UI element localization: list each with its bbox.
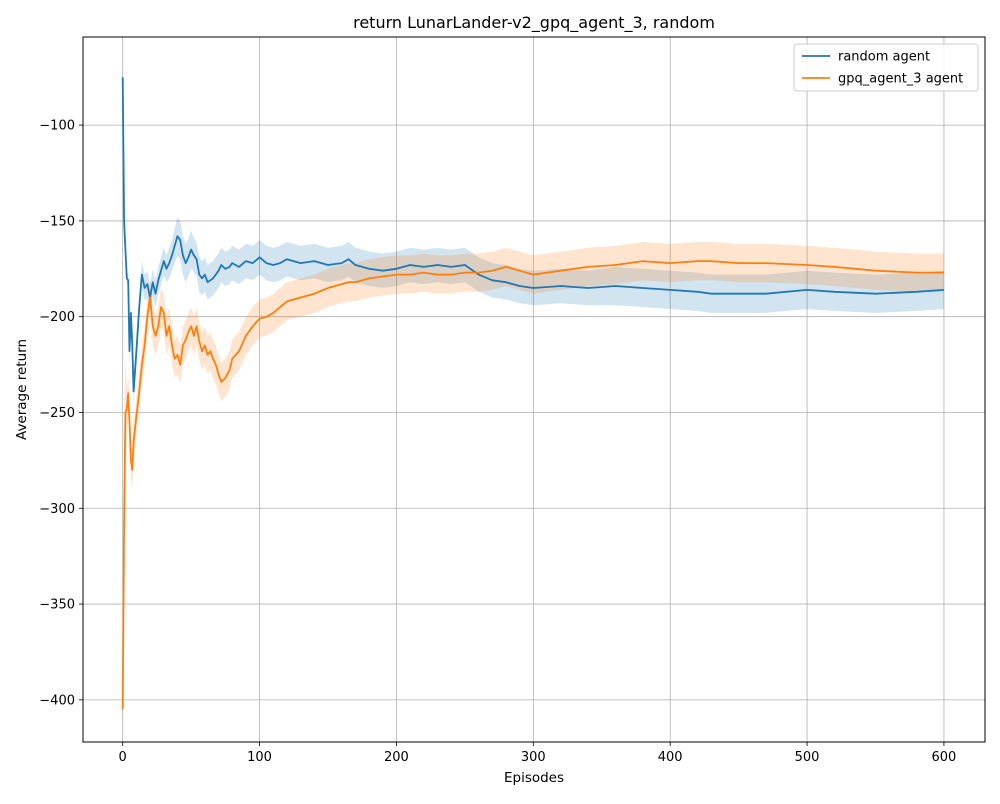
grid bbox=[83, 37, 985, 742]
axis-ticks: 0 100 200 300 400 500 600 −400 −350 −300 −250 −200 −… bbox=[39, 119, 956, 765]
x-tick-label: 400 bbox=[658, 750, 683, 765]
y-axis-label: Average return bbox=[14, 339, 30, 440]
y-tick-label: −350 bbox=[39, 598, 75, 613]
legend-label: gpq_agent_3 agent bbox=[838, 72, 963, 87]
y-tick-label: −200 bbox=[39, 310, 75, 325]
legend: random agent gpq_agent_3 agent bbox=[793, 43, 979, 92]
x-tick-label: 300 bbox=[521, 750, 546, 765]
y-tick-label: −250 bbox=[39, 406, 75, 421]
y-tick-label: −150 bbox=[39, 214, 75, 229]
y-tick-label: −400 bbox=[39, 693, 75, 708]
x-tick-label: 0 bbox=[119, 750, 127, 765]
x-tick-label: 200 bbox=[384, 750, 409, 765]
y-tick-label: −300 bbox=[39, 502, 75, 517]
series-line-2 bbox=[121, 260, 944, 710]
series-lines bbox=[121, 77, 944, 710]
legend-box bbox=[793, 43, 979, 92]
y-tick-label: −100 bbox=[39, 119, 75, 134]
plot-frame bbox=[82, 36, 986, 743]
x-axis-label: Episodes bbox=[504, 770, 564, 786]
legend-label: random agent bbox=[838, 50, 930, 65]
chart-title: return LunarLander-v2_gpq_agent_3, rando… bbox=[353, 13, 715, 33]
x-tick-label: 100 bbox=[247, 750, 272, 765]
x-tick-label: 500 bbox=[795, 750, 820, 765]
x-tick-label: 600 bbox=[932, 750, 957, 765]
